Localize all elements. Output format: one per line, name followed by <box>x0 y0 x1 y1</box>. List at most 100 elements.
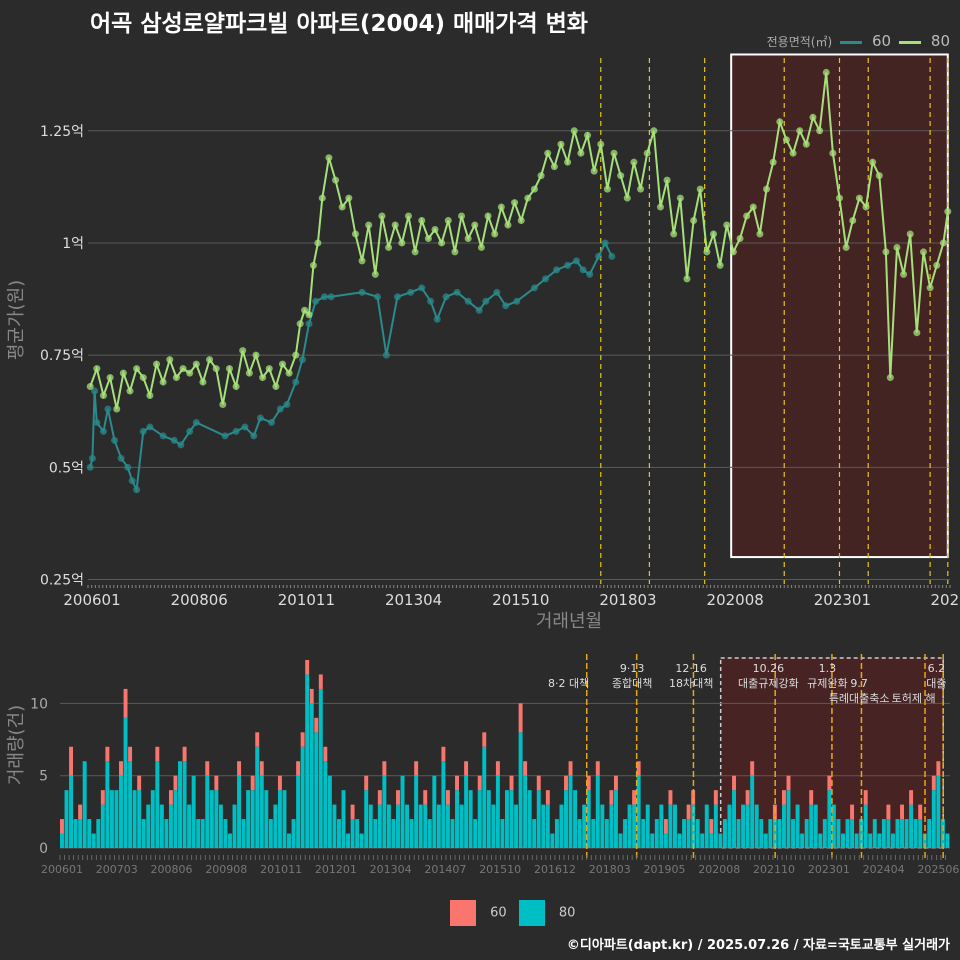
bar-60 <box>477 775 482 791</box>
bar-80 <box>182 761 187 848</box>
bar-80 <box>904 819 909 848</box>
bar-80 <box>455 790 459 848</box>
bottom-legend-label-80: 80 <box>558 905 576 921</box>
data-point-80 <box>464 234 472 242</box>
bar-80 <box>586 790 591 848</box>
data-point-80 <box>842 243 850 251</box>
data-point-60 <box>407 288 415 296</box>
bar-60 <box>931 775 936 791</box>
data-point-80 <box>484 212 492 220</box>
x-tick-label: 201510 <box>492 591 549 609</box>
data-point-60 <box>159 432 167 440</box>
data-point-60 <box>358 288 366 296</box>
data-point-80 <box>172 374 180 382</box>
bar-80 <box>468 790 473 848</box>
bar-80 <box>405 804 410 848</box>
bar-80 <box>686 819 691 848</box>
bar-80 <box>409 819 414 848</box>
data-point-60 <box>464 297 472 305</box>
data-point-80 <box>252 351 260 359</box>
bar-80 <box>632 804 637 848</box>
data-point-80 <box>900 270 908 278</box>
bar-80 <box>141 819 146 848</box>
data-point-80 <box>179 365 187 373</box>
bar-80 <box>573 790 578 848</box>
bar-80 <box>945 833 950 848</box>
bar-80 <box>282 790 287 848</box>
x-tick-label: 200703 <box>96 863 138 876</box>
bar-80 <box>364 790 369 848</box>
bar-80 <box>623 819 628 848</box>
bar-80 <box>323 761 328 848</box>
data-point-80 <box>93 365 101 373</box>
bar-80 <box>477 790 482 848</box>
bar-80 <box>87 819 92 848</box>
data-point-80 <box>796 127 804 135</box>
bar-60 <box>100 790 105 805</box>
data-point-60 <box>320 293 328 301</box>
data-point-80 <box>431 225 439 233</box>
bar-80 <box>872 819 877 848</box>
bar-60 <box>564 775 568 791</box>
data-point-80 <box>577 149 585 157</box>
bar-80 <box>441 761 446 848</box>
data-point-80 <box>245 369 253 377</box>
x-tick-label: 200806 <box>171 591 228 609</box>
data-point-80 <box>544 149 552 157</box>
bar-80 <box>196 819 201 848</box>
data-point-60 <box>382 351 390 359</box>
bar-80 <box>795 804 800 848</box>
data-point-60 <box>292 378 300 386</box>
bar-80 <box>346 833 351 848</box>
data-point-60 <box>542 275 550 283</box>
bar-80 <box>268 819 273 848</box>
bar-80 <box>114 790 119 848</box>
x-tick-label: 200908 <box>205 863 247 876</box>
data-point-80 <box>570 127 578 135</box>
y-tick-label: 5 <box>39 769 48 785</box>
bar-60 <box>323 746 328 762</box>
bar-60 <box>314 717 319 733</box>
data-point-80 <box>398 239 406 247</box>
data-point-80 <box>610 149 618 157</box>
data-point-80 <box>617 172 625 180</box>
data-point-60 <box>298 356 306 364</box>
bar-60 <box>609 790 614 805</box>
bar-60 <box>423 790 428 805</box>
bar-80 <box>613 790 618 848</box>
bar-60 <box>786 775 791 791</box>
bar-60 <box>441 746 446 762</box>
data-point-60 <box>267 418 275 426</box>
legend-label-60: 60 <box>871 32 892 50</box>
bar-80 <box>291 819 296 848</box>
bar-60 <box>781 790 786 805</box>
bar-80 <box>591 819 596 848</box>
data-point-80 <box>309 261 317 269</box>
bar-80 <box>791 819 796 848</box>
bar-60 <box>936 761 941 776</box>
x-tick-label: 202008 <box>698 863 740 876</box>
y-tick-label: 0 <box>39 841 48 857</box>
bar-80 <box>486 790 491 848</box>
bar-80 <box>300 746 305 848</box>
data-point-80 <box>332 176 340 184</box>
policy-annotation: 규제완화 <box>807 677 847 690</box>
data-point-80 <box>391 221 399 229</box>
bar-80 <box>550 833 555 848</box>
bar-80 <box>64 790 69 848</box>
data-point-60 <box>595 252 603 260</box>
data-point-80 <box>683 275 691 283</box>
bar-80 <box>232 804 237 848</box>
data-point-80 <box>418 217 426 225</box>
bar-80 <box>373 819 378 848</box>
data-point-80 <box>314 239 322 247</box>
bar-80 <box>545 804 550 848</box>
data-point-80 <box>769 158 777 166</box>
data-point-80 <box>318 194 326 202</box>
data-point-60 <box>139 427 147 435</box>
data-point-60 <box>601 239 609 247</box>
bar-80 <box>618 833 623 848</box>
top-legend: 전용면적(㎡) 60 80 <box>767 32 950 50</box>
data-point-80 <box>933 261 941 269</box>
bar-80 <box>491 804 496 848</box>
